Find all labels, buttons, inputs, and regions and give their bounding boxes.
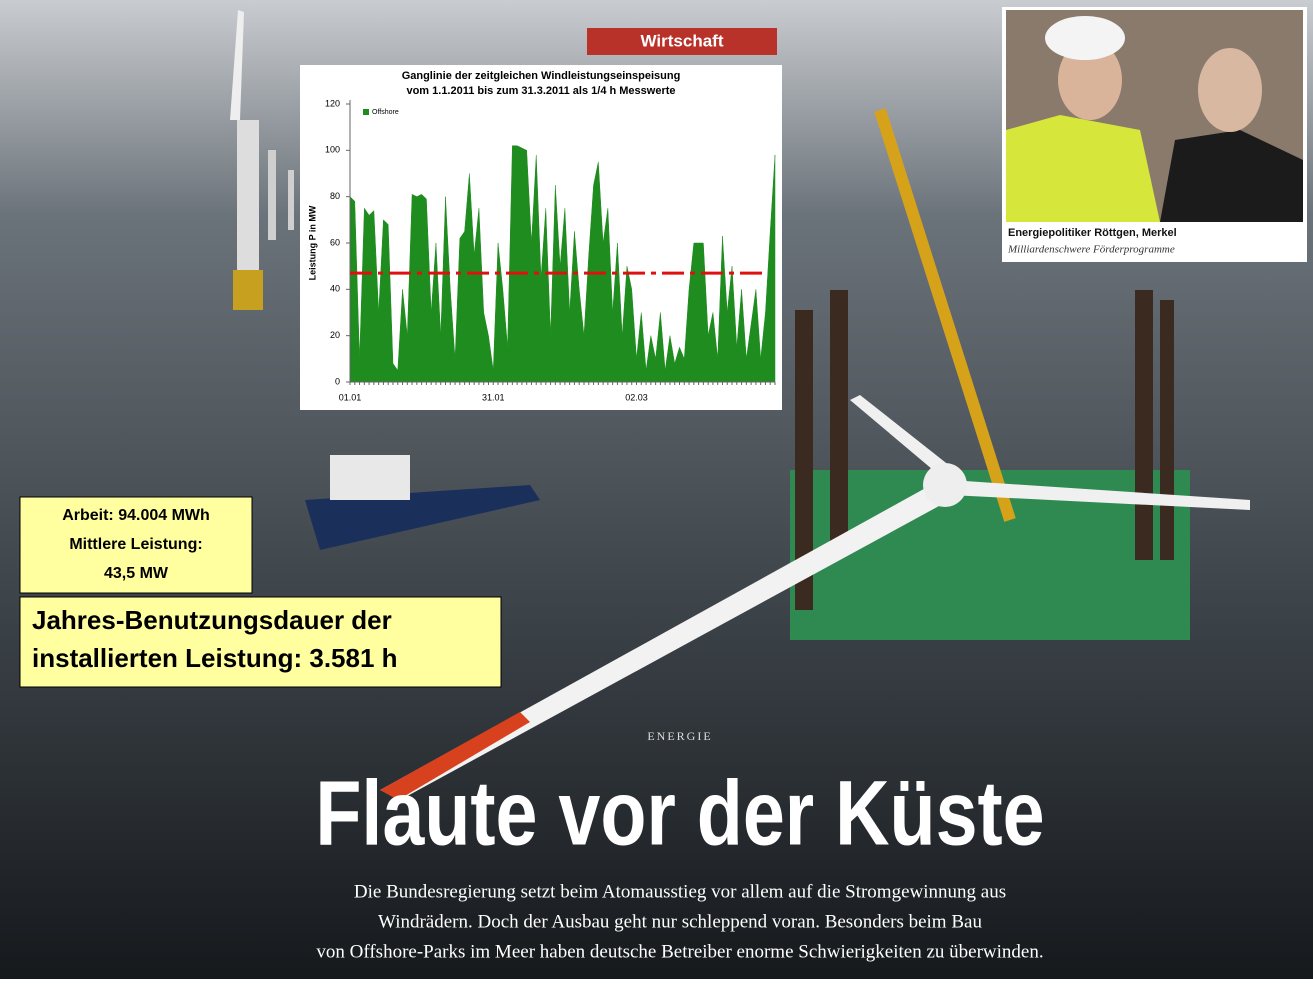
info-box xyxy=(19,496,253,594)
person xyxy=(1160,130,1303,222)
info-line: Arbeit: 94.004 MWh xyxy=(62,507,210,524)
x-tick-label: 02.03 xyxy=(625,392,648,402)
caption-title: Energiepolitiker Röttgen, Merkel xyxy=(1008,227,1177,239)
info-line: 43,5 MW xyxy=(104,565,169,582)
chart-title: Ganglinie der zeitgleichen Windleistungs… xyxy=(402,70,681,82)
legend-swatch xyxy=(363,109,369,115)
chart: Ganglinie der zeitgleichen Windleistungs… xyxy=(300,65,782,410)
person xyxy=(1058,40,1122,120)
y-tick-label: 20 xyxy=(330,330,340,340)
section-label: Wirtschaft xyxy=(641,31,724,50)
lead-line: von Offshore-Parks im Meer haben deutsch… xyxy=(316,941,1043,962)
y-tick-label: 60 xyxy=(330,237,340,247)
safety-vest xyxy=(1006,115,1160,222)
y-tick-label: 40 xyxy=(330,284,340,294)
y-axis-label: Leistung P in MW xyxy=(307,205,317,280)
info-line: Mittlere Leistung: xyxy=(69,536,202,553)
x-tick-label: 01.01 xyxy=(339,392,362,402)
x-tick-label: 31.01 xyxy=(482,392,505,402)
jackup-vessel xyxy=(380,108,1250,800)
y-tick-label: 0 xyxy=(335,376,340,386)
headline: Flaute vor der Küste xyxy=(315,761,1044,864)
lead-line: Die Bundesregierung setzt beim Atomausst… xyxy=(354,881,1006,902)
kicker: ENERGIE xyxy=(647,729,712,743)
legend-label: Offshore xyxy=(372,109,399,116)
caption-subtitle: Milliardenschwere Förderprogramme xyxy=(1007,244,1175,256)
highlight-box xyxy=(19,596,502,688)
tug-boat xyxy=(305,455,540,550)
highlight-line: Jahres-Benutzungsdauer der xyxy=(32,605,392,635)
y-tick-label: 120 xyxy=(325,98,340,108)
highlight-line: installierten Leistung: 3.581 h xyxy=(32,643,398,673)
helmet xyxy=(1045,16,1125,60)
lead-line: Windrädern. Doch der Ausbau geht nur sch… xyxy=(378,911,982,932)
y-tick-label: 80 xyxy=(330,191,340,201)
section-banner xyxy=(587,28,777,55)
y-tick-label: 100 xyxy=(325,145,340,155)
turbines xyxy=(230,10,294,310)
chart-title: vom 1.1.2011 bis zum 31.3.2011 als 1/4 h… xyxy=(406,85,675,97)
person xyxy=(1198,48,1262,132)
area xyxy=(349,145,776,383)
